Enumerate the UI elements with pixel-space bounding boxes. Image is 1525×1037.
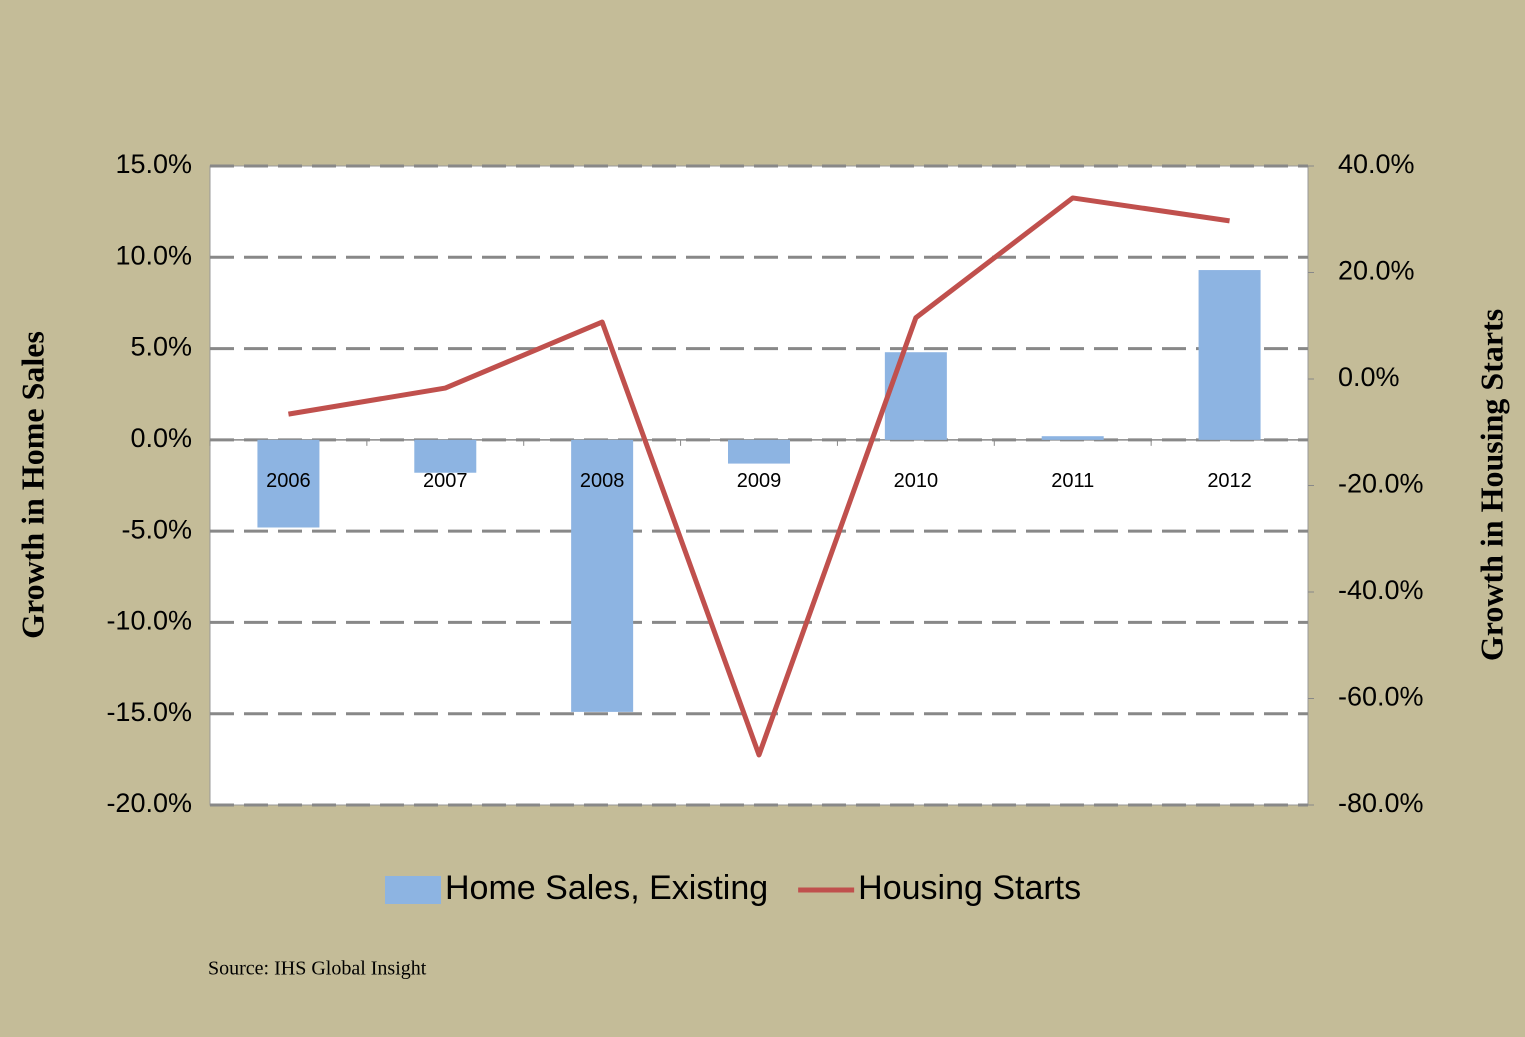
source-note: Source: IHS Global Insight (208, 958, 427, 980)
bar (1041, 436, 1104, 440)
x-tick-label: 2006 (266, 470, 311, 492)
legend-label: Housing Starts (858, 869, 1081, 907)
y-tick-label: -20.0% (106, 788, 192, 818)
line (288, 195, 1230, 758)
bar (571, 439, 634, 712)
x-tick-label: 2010 (894, 470, 939, 492)
x-tick-label: 2011 (1051, 470, 1094, 492)
y-tick-label: 5.0% (130, 332, 192, 362)
bar (257, 439, 320, 528)
y2-tick-label: -20.0% (1338, 469, 1424, 499)
legend-swatch (385, 876, 441, 904)
legend-label: Home Sales, Existing (445, 869, 768, 907)
x-tick-label: 2007 (423, 470, 468, 492)
plot-area (209, 165, 1309, 806)
y2-tick-label: -60.0% (1338, 682, 1424, 712)
y-tick-label: -10.0% (106, 606, 192, 636)
bar (728, 439, 790, 464)
y-tick-label: 15.0% (115, 149, 192, 179)
y2-tick-label: -80.0% (1338, 788, 1424, 818)
y2-axis-title: Growth in Housing Starts (1473, 309, 1509, 661)
bar (1198, 270, 1261, 440)
y-tick-label: -5.0% (121, 514, 192, 544)
x-tick-label: 2012 (1207, 470, 1252, 492)
y-axis-title: Growth in Home Sales (14, 331, 50, 639)
y2-tick-label: -40.0% (1338, 575, 1424, 605)
x-tick-label: 2009 (737, 470, 782, 492)
y-tick-label: -15.0% (106, 697, 192, 727)
y-tick-label: 10.0% (115, 240, 192, 270)
y2-tick-label: 40.0% (1338, 149, 1415, 179)
bar (414, 439, 477, 473)
y2-tick-label: 20.0% (1338, 256, 1415, 286)
y-tick-label: 0.0% (130, 423, 192, 453)
bar (884, 352, 947, 440)
y2-tick-label: 0.0% (1338, 362, 1400, 392)
x-tick-label: 2008 (580, 470, 625, 492)
